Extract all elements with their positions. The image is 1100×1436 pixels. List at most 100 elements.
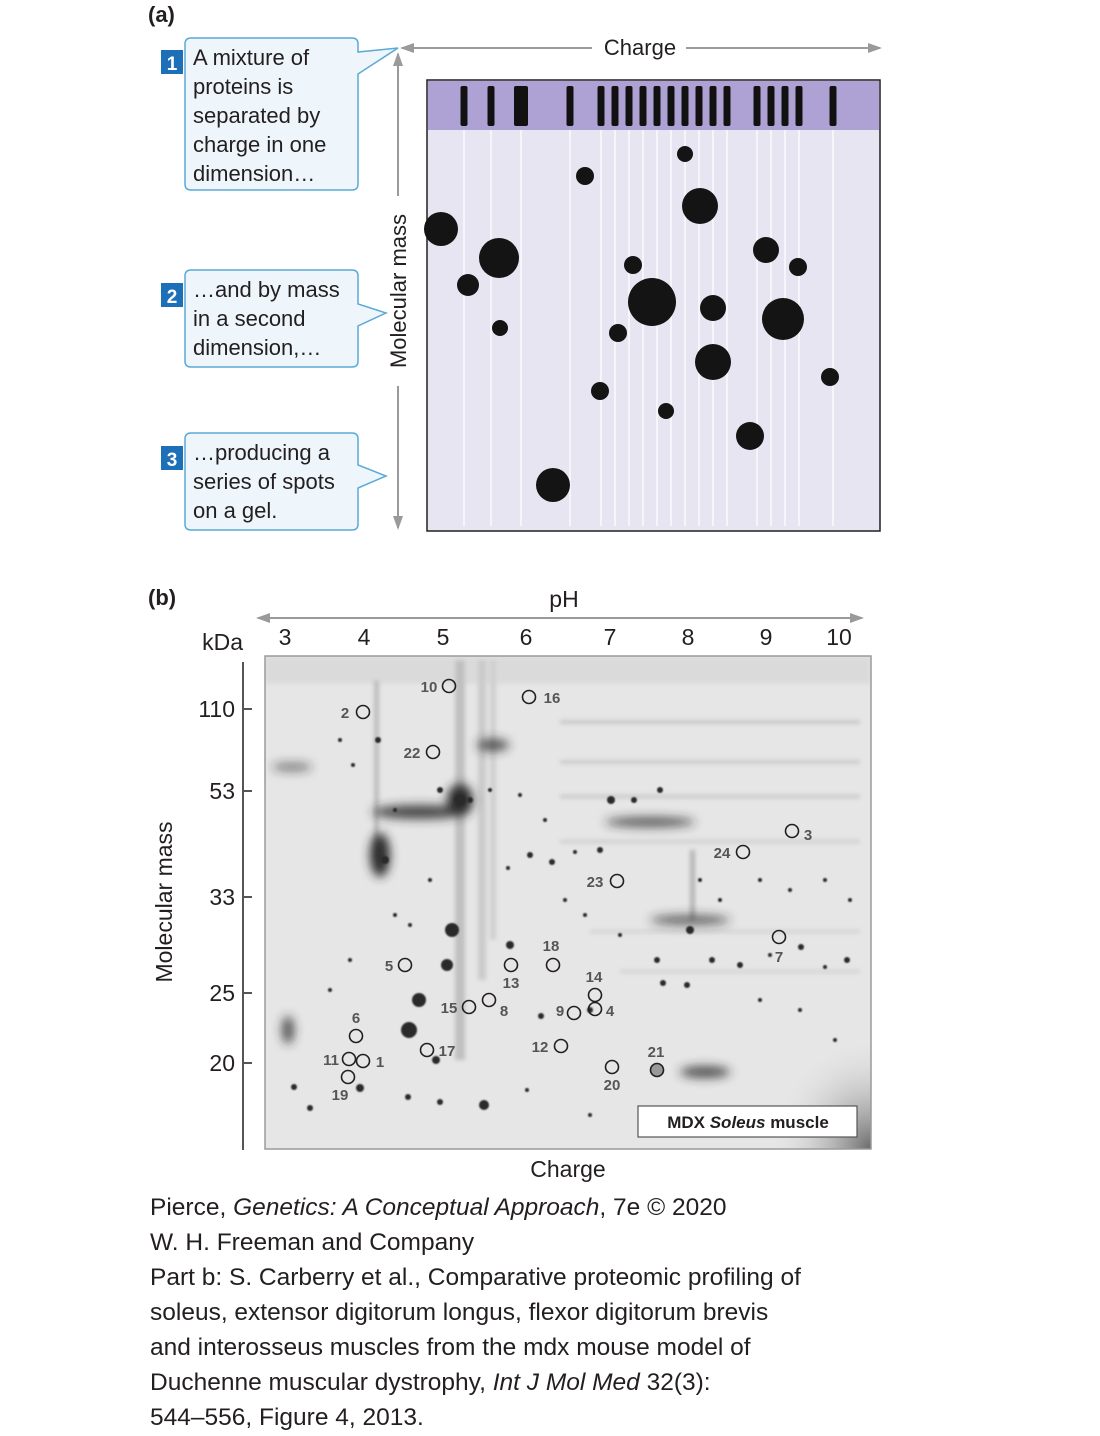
gel-photo-spot — [549, 859, 555, 865]
gel-photo-spot — [375, 737, 381, 743]
step-badge-2 — [161, 283, 183, 307]
figure-credit: Pierce, Genetics: A Conceptual Approach,… — [150, 1190, 1050, 1435]
gel-band — [829, 86, 837, 126]
ph-tick: 4 — [358, 624, 371, 650]
step-number-3: 3 — [167, 450, 178, 471]
gel-photo-spot — [445, 923, 459, 937]
gel-photo-spot — [709, 957, 715, 963]
gel-band — [611, 86, 619, 126]
ph-tick: 7 — [604, 624, 617, 650]
ph-axis-label: pH — [549, 586, 578, 612]
gel-photo-spot — [454, 794, 466, 806]
gel-photo-spot — [618, 933, 622, 937]
spot-label-11: 11 — [323, 1052, 339, 1069]
ph-tick: 10 — [826, 624, 852, 650]
gel-photo-spot — [823, 878, 827, 882]
step-1-line: charge in one — [193, 132, 326, 157]
gel-band — [781, 86, 789, 126]
gel-band — [681, 86, 689, 126]
gel-photo-spot — [381, 856, 389, 864]
spot-marker-7: 7 — [771, 929, 787, 966]
ph-tick: 6 — [520, 624, 533, 650]
spot-marker-22: 22 — [404, 744, 441, 762]
gel-photo-spot — [441, 959, 453, 971]
gel-photo-spot — [393, 913, 397, 917]
gel-photo-spot — [538, 1013, 544, 1019]
spot-label-22: 22 — [404, 745, 421, 762]
spot-label-23: 23 — [587, 874, 604, 891]
step-badge-1 — [161, 50, 183, 74]
gel-photo-spot — [543, 818, 547, 822]
gel-spot — [576, 167, 594, 185]
step-badge-3 — [161, 446, 183, 470]
spot-marker-19: 19 — [332, 1069, 356, 1104]
spot-marker-18: 18 — [543, 938, 561, 973]
spot-marker-12: 12 — [532, 1038, 569, 1056]
gel-spot — [609, 324, 627, 342]
gel-band — [767, 86, 775, 126]
step-3-line: series of spots — [193, 469, 335, 494]
gel-photo-spot — [573, 850, 577, 854]
gel-band — [723, 86, 731, 126]
gel-band — [597, 86, 605, 126]
gel-photo-spot — [798, 944, 804, 950]
spot-label-8: 8 — [500, 1003, 508, 1020]
step-3-line: …producing a — [193, 440, 331, 465]
step-1-line: A mixture of — [193, 45, 310, 70]
gel-band — [695, 86, 703, 126]
gel-photo-spot — [631, 797, 637, 803]
spot-label-13: 13 — [503, 975, 520, 992]
gel-photo-spot — [432, 1056, 440, 1064]
part-b-2d-gel: pH 3 4 5 6 7 8 9 10 kDa 110 53 33 25 20 … — [151, 586, 872, 1182]
gel-band — [460, 86, 468, 126]
kda-label: kDa — [202, 629, 243, 655]
gel-spot — [624, 256, 642, 274]
spot-marker-15: 15 — [441, 999, 477, 1017]
mass-tick: 33 — [209, 884, 235, 910]
gel-photo-spot — [401, 1022, 417, 1038]
mass-tick: 25 — [209, 980, 235, 1006]
gel-band — [653, 86, 661, 126]
credit-line: and interosseus muscles from the mdx mou… — [150, 1334, 751, 1361]
gel-photo-spot — [479, 1100, 489, 1110]
gel-spot — [789, 258, 807, 276]
spot-label-21: 21 — [648, 1044, 665, 1061]
mass-axis-title: Molecular mass — [151, 821, 177, 982]
spot-marker-2: 2 — [341, 704, 371, 722]
gel-photo-spot — [686, 926, 694, 934]
gel-photo-spot — [428, 878, 432, 882]
gel-photo-spot — [563, 898, 567, 902]
spot-label-16: 16 — [544, 690, 561, 707]
gel-photo-spot — [698, 878, 702, 882]
spot-label-17: 17 — [439, 1043, 456, 1060]
part-a-label: (a) — [148, 2, 175, 27]
gel-spot — [753, 237, 779, 263]
spot-marker-4: 4 — [587, 1001, 615, 1020]
spot-marker-8: 8 — [481, 992, 508, 1020]
spot-marker-13: 13 — [503, 957, 520, 992]
spot-label-19: 19 — [332, 1087, 349, 1104]
gel-photo-spot — [654, 957, 660, 963]
gel-photo-spot — [758, 998, 762, 1002]
mass-tick: 20 — [209, 1050, 235, 1076]
gel-spot — [457, 274, 479, 296]
gel-band — [667, 86, 675, 126]
spot-marker-9: 9 — [556, 1003, 582, 1021]
credit-line: soleus, extensor digitorum longus, flexo… — [150, 1299, 769, 1326]
gel-photo-spot — [518, 793, 522, 797]
gel-spot — [536, 468, 570, 502]
gel-photo-spot — [737, 962, 743, 968]
gel-photo-spot — [351, 763, 355, 767]
part-b-label: (b) — [148, 585, 177, 610]
step-2-line: in a second — [193, 306, 306, 331]
spot-marker-24: 24 — [714, 844, 751, 862]
gel-spot — [658, 403, 674, 419]
step-2-line: …and by mass — [193, 277, 340, 302]
gel-photo-spot — [405, 1094, 411, 1100]
gel-photo-spot — [788, 888, 792, 892]
step-3-line: on a gel. — [193, 498, 277, 523]
gel-photo-spot — [467, 797, 473, 803]
gel-spot — [700, 295, 726, 321]
gel-photo-spot — [408, 923, 412, 927]
spot-label-24: 24 — [714, 845, 731, 862]
